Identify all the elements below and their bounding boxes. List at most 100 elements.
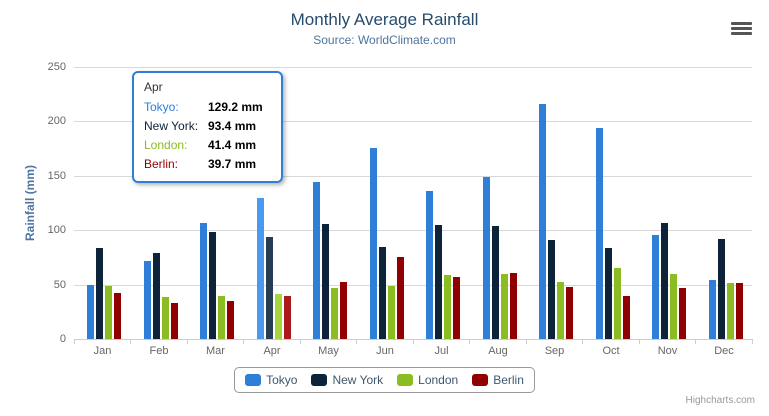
legend-label: Tokyo — [266, 373, 298, 387]
bar-london-apr[interactable] — [274, 293, 282, 339]
gridline — [74, 284, 752, 286]
bar-tokyo-dec[interactable] — [708, 279, 716, 339]
x-axis-label: Dec — [714, 345, 734, 357]
tooltip-series-value: 129.2 mm — [208, 100, 263, 114]
bar-new-york-aug[interactable] — [491, 225, 499, 339]
bar-berlin-aug[interactable] — [509, 273, 517, 339]
bar-tokyo-oct[interactable] — [595, 127, 603, 339]
bar-london-feb[interactable] — [161, 296, 169, 339]
bar-tokyo-apr[interactable] — [256, 198, 264, 339]
bar-tokyo-jul[interactable] — [426, 191, 433, 339]
bar-new-york-jul[interactable] — [435, 224, 442, 339]
x-axis-tick — [638, 339, 640, 344]
plot-area — [73, 67, 753, 344]
tooltip: Apr Tokyo: 129.2 mm New York: 93.4 mm London… — [132, 71, 283, 183]
bar-london-may[interactable] — [331, 287, 338, 339]
hamburger-icon[interactable] — [731, 22, 752, 37]
legend-item-tokyo[interactable]: Tokyo — [245, 373, 297, 387]
tooltip-series-name: Berlin: — [144, 157, 179, 171]
bar-berlin-dec[interactable] — [735, 283, 743, 339]
legend-item-berlin[interactable]: Berlin — [472, 373, 524, 387]
bar-berlin-feb[interactable] — [170, 302, 178, 339]
bar-berlin-jan[interactable] — [114, 292, 121, 339]
y-axis-label: 200 — [47, 115, 66, 128]
bar-london-nov[interactable] — [670, 274, 677, 339]
bar-new-york-may[interactable] — [322, 223, 329, 339]
x-axis-tick — [130, 339, 131, 344]
bar-tokyo-mar[interactable] — [200, 223, 207, 339]
bar-berlin-jun[interactable] — [396, 256, 404, 339]
bar-tokyo-jan[interactable] — [87, 284, 94, 339]
tooltip-series-value: 39.7 mm — [208, 157, 257, 171]
bar-new-york-nov[interactable] — [661, 223, 668, 339]
x-axis-tick — [469, 339, 470, 344]
bar-london-mar[interactable] — [218, 296, 225, 339]
hamburger-bar — [731, 32, 752, 35]
bar-tokyo-feb[interactable] — [143, 261, 151, 339]
bar-london-jun[interactable] — [387, 286, 395, 339]
bar-tokyo-jun[interactable] — [369, 147, 377, 339]
hamburger-bar — [731, 22, 752, 25]
bar-london-dec[interactable] — [726, 283, 734, 339]
legend-symbol — [311, 374, 328, 386]
x-axis-tick — [356, 339, 357, 344]
gridline — [74, 67, 752, 68]
bar-berlin-jul[interactable] — [453, 276, 460, 339]
x-axis-label: Aug — [488, 345, 508, 357]
bar-berlin-oct[interactable] — [622, 296, 630, 339]
bar-berlin-nov[interactable] — [679, 288, 686, 339]
legend-label: New York — [332, 373, 384, 387]
legend-symbol — [245, 374, 262, 386]
credits-link[interactable]: Highcharts.com — [685, 395, 755, 406]
x-axis-tick — [243, 339, 244, 344]
bar-new-york-sep[interactable] — [548, 239, 555, 339]
y-axis-label: 50 — [53, 278, 66, 291]
x-axis-label: Jan — [93, 345, 112, 357]
bar-new-york-apr[interactable] — [265, 237, 273, 339]
y-axis-label: 0 — [59, 333, 66, 345]
y-axis-label: 250 — [47, 61, 66, 73]
legend-item-london[interactable]: London — [397, 373, 458, 387]
bar-new-york-mar[interactable] — [209, 231, 216, 339]
x-axis-label: Jun — [376, 345, 394, 357]
bar-berlin-may[interactable] — [340, 281, 347, 339]
bar-berlin-sep[interactable] — [566, 287, 573, 339]
bar-new-york-jun[interactable] — [378, 247, 386, 339]
x-axis-tick — [525, 339, 527, 344]
bar-tokyo-aug[interactable] — [482, 177, 490, 339]
x-axis-label: Oct — [602, 345, 620, 357]
legend-item-new-york[interactable]: New York — [311, 373, 383, 387]
legend-label: Berlin — [493, 373, 524, 387]
bar-london-jan[interactable] — [105, 285, 112, 339]
bar-london-oct[interactable] — [613, 268, 621, 339]
bar-new-york-oct[interactable] — [604, 248, 612, 339]
gridline — [74, 121, 752, 123]
bar-new-york-feb[interactable] — [152, 253, 160, 339]
bar-london-aug[interactable] — [500, 274, 508, 339]
bar-london-sep[interactable] — [557, 282, 564, 339]
bar-new-york-jan[interactable] — [96, 248, 103, 339]
bar-berlin-mar[interactable] — [227, 301, 234, 339]
x-axis-tick — [582, 339, 583, 344]
x-axis-tick — [73, 339, 75, 344]
x-axis-label: Mar — [206, 345, 225, 357]
bar-tokyo-may[interactable] — [313, 182, 320, 339]
x-axis-label: Sep — [544, 345, 565, 357]
y-axis-label: 100 — [47, 224, 66, 237]
tooltip-series-name: Tokyo: — [144, 100, 179, 114]
legend-symbol — [472, 374, 489, 386]
tooltip-series-name: New York: — [144, 119, 199, 133]
bar-london-jul[interactable] — [444, 274, 451, 339]
bar-tokyo-sep[interactable] — [539, 103, 546, 339]
tooltip-row: Berlin: 39.7 mm — [144, 155, 271, 174]
x-axis-tick — [299, 339, 301, 344]
bar-tokyo-nov[interactable] — [652, 235, 659, 339]
legend-symbol — [397, 374, 414, 386]
bar-new-york-dec[interactable] — [717, 238, 725, 339]
x-axis-label: May — [318, 345, 339, 357]
legend-wrap: Tokyo New York London Berlin — [0, 367, 769, 393]
bar-berlin-apr[interactable] — [283, 295, 291, 339]
tooltip-row: London: 41.4 mm — [144, 136, 271, 155]
tooltip-series-name: London: — [144, 138, 188, 152]
